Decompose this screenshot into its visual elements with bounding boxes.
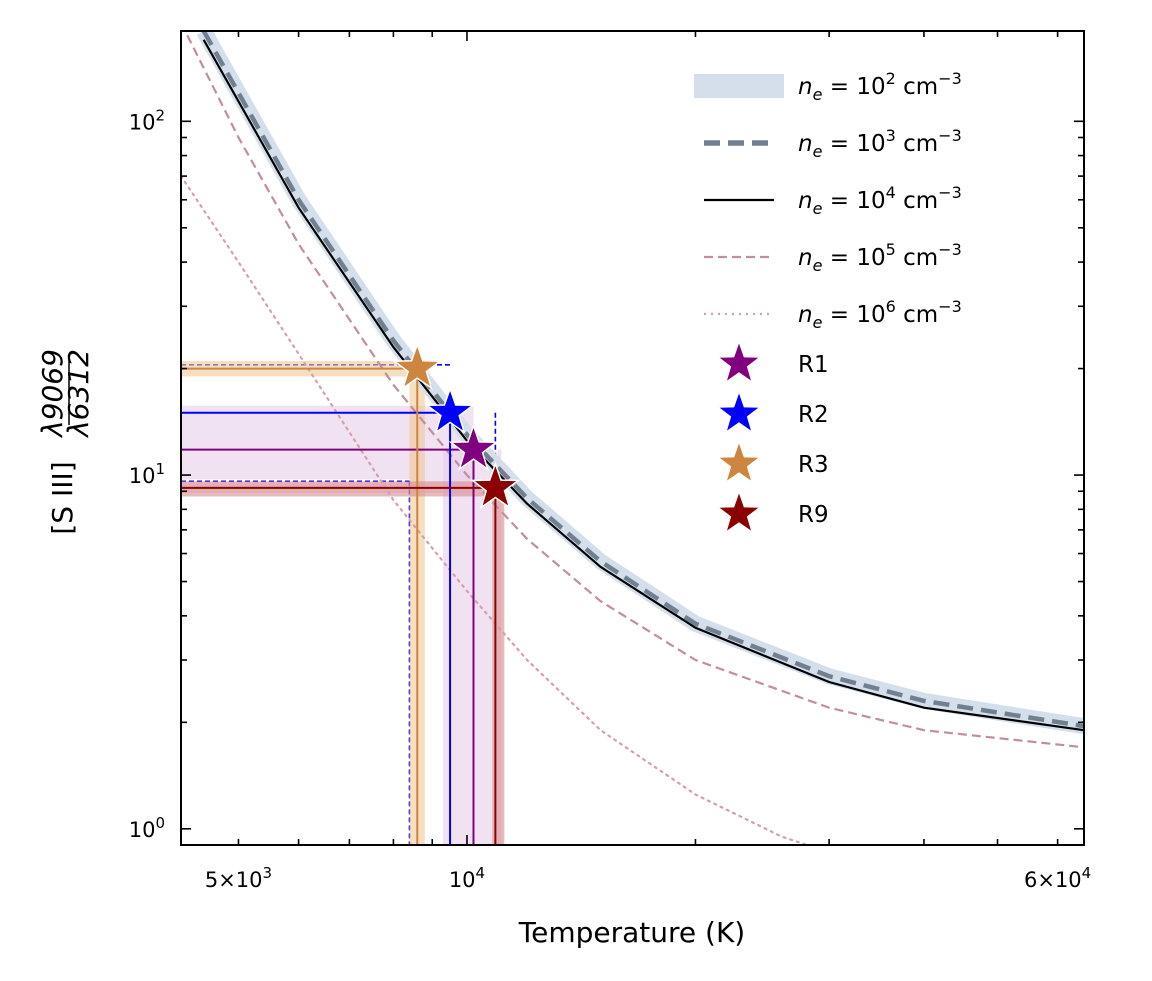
series-line-ne-10-4 (202, 39, 1084, 732)
region-R1-bands (181, 405, 502, 845)
y-label-numerator: λ9069 (36, 349, 69, 439)
region-R2-range-lines (181, 363, 497, 845)
plot-area (181, 31, 1084, 845)
region-R9-temp-band (492, 487, 505, 845)
legend-item-R1: R1 (716, 340, 829, 384)
y-tick-label: 101 (129, 460, 165, 488)
legend-label: ne = 102 cm−3 (798, 69, 962, 104)
y-label-denominator: λ6312 (62, 349, 95, 439)
region-R9-star (470, 461, 521, 510)
x-tick-label: 6×104 (1024, 864, 1091, 892)
y-tick-label: 102 (129, 106, 165, 134)
region-R3-star (392, 342, 443, 390)
series-line-ne-10-5 (183, 31, 1084, 749)
region-R2-star (425, 386, 476, 435)
legend-item-R9: R9 (716, 490, 829, 534)
legend-label: ne = 103 cm−3 (798, 126, 962, 161)
x-tick-labels: 5×103 104 6×104 (205, 864, 1091, 892)
axis-ticks (181, 31, 1084, 846)
region-R1-star (448, 423, 499, 471)
legend-item-ne-10-6: ne = 106 cm−3 (704, 297, 962, 332)
legend-item-ne-10-5: ne = 105 cm−3 (704, 240, 962, 275)
y-label-bracket: [S III] (46, 461, 79, 534)
x-tick-label: 104 (449, 864, 485, 892)
legend-label: ne = 105 cm−3 (798, 240, 962, 275)
legend-star (716, 440, 762, 484)
legend-star (716, 490, 762, 534)
legend-label: ne = 104 cm−3 (798, 183, 962, 218)
legend-item-R2: R2 (716, 390, 829, 434)
region-R1-temp-band (443, 449, 502, 845)
x-tick-label: 5×103 (205, 864, 272, 892)
legend: ne = 102 cm−3 ne = 103 cm−3 ne = 104 cm−3 n… (694, 69, 962, 534)
plot-frame (180, 30, 1085, 846)
region-R1-guide (181, 448, 475, 845)
legend-item-ne-10-2: ne = 102 cm−3 (694, 69, 962, 104)
x-axis-label: Temperature (K) (518, 916, 745, 949)
region-R9-ratio-band (181, 481, 496, 497)
legend-item-ne-10-4: ne = 104 cm−3 (704, 183, 962, 218)
legend-label: R3 (798, 452, 829, 478)
legend-label: R9 (798, 502, 829, 528)
series-line-ne-10-3 (201, 31, 1084, 729)
y-tick-labels: 100 101 102 (129, 106, 165, 842)
legend-star (716, 390, 762, 434)
y-tick-label: 100 (129, 814, 165, 842)
legend-label: ne = 106 cm−3 (798, 297, 962, 332)
legend-label: R1 (798, 352, 829, 378)
legend-label: R2 (798, 402, 829, 428)
legend-item-R3: R3 (716, 440, 829, 484)
legend-item-ne-10-3: ne = 103 cm−3 (704, 126, 962, 161)
series-line-ne-10-6 (181, 175, 811, 845)
legend-star (716, 340, 762, 384)
